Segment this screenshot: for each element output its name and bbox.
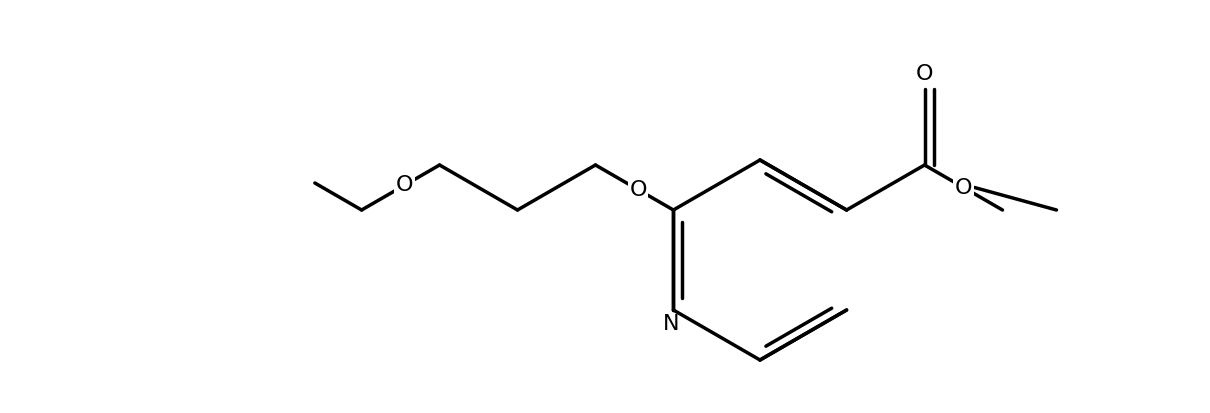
Text: O: O xyxy=(396,175,414,195)
Text: N: N xyxy=(663,314,680,334)
Text: O: O xyxy=(629,180,647,200)
Text: O: O xyxy=(916,64,933,85)
Text: O: O xyxy=(955,178,973,197)
